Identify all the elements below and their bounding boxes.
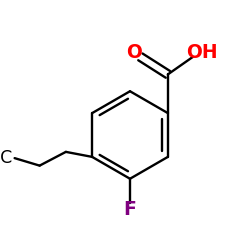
Text: O: O (126, 43, 142, 62)
Text: F: F (124, 200, 136, 219)
Text: OH: OH (186, 43, 218, 62)
Text: H₃C: H₃C (0, 149, 12, 167)
